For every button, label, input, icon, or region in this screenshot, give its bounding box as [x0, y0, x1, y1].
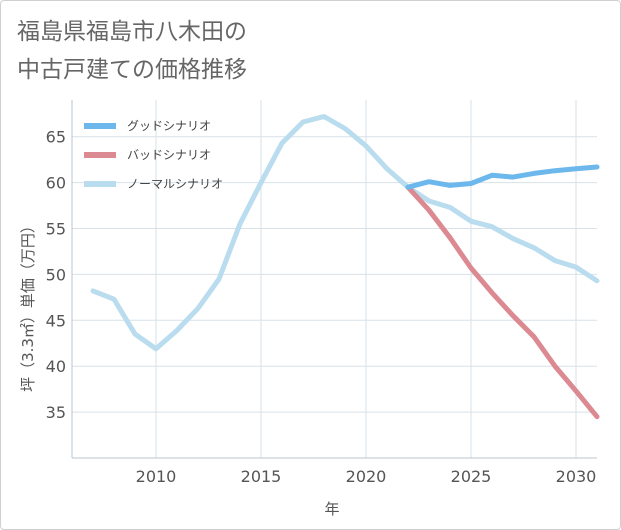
x-tick-label: 2025: [451, 467, 492, 486]
grid: [72, 100, 597, 458]
y-tick-label: 45: [46, 311, 66, 330]
chart-title-line-2: 中古戸建ての価格推移: [17, 57, 247, 83]
series-line-0: [405, 164, 600, 190]
y-tick-label: 55: [46, 220, 66, 239]
y-tick-label: 35: [46, 403, 66, 422]
legend-label: ノーマルシナリオ: [127, 177, 223, 191]
x-axis-title: 年: [324, 500, 339, 518]
x-tick-label: 2020: [346, 467, 387, 486]
x-tick-label: 2030: [556, 467, 597, 486]
y-axis-title: 坪（3.3㎡）単価（万円）: [19, 218, 37, 392]
chart-title: 福島県福島市八木田の 中古戸建ての価格推移: [17, 13, 537, 89]
y-tick-label: 50: [46, 265, 66, 284]
axes: 35 40 45 50 55 60 65 2010 2015 2020 2025 2030: [46, 100, 597, 486]
series-line-2: [90, 114, 600, 352]
y-tick-label: 65: [46, 128, 66, 147]
legend-label: バッドシナリオ: [127, 148, 211, 162]
y-tick-label: 40: [46, 357, 66, 376]
x-tick-label: 2010: [136, 467, 177, 486]
x-tick-label: 2015: [241, 467, 282, 486]
series: [90, 114, 600, 420]
series-line-1: [405, 184, 600, 420]
chart-title-line-1: 福島県福島市八木田の: [17, 19, 247, 45]
legend-label: グッドシナリオ: [127, 119, 211, 133]
y-tick-label: 60: [46, 174, 66, 193]
